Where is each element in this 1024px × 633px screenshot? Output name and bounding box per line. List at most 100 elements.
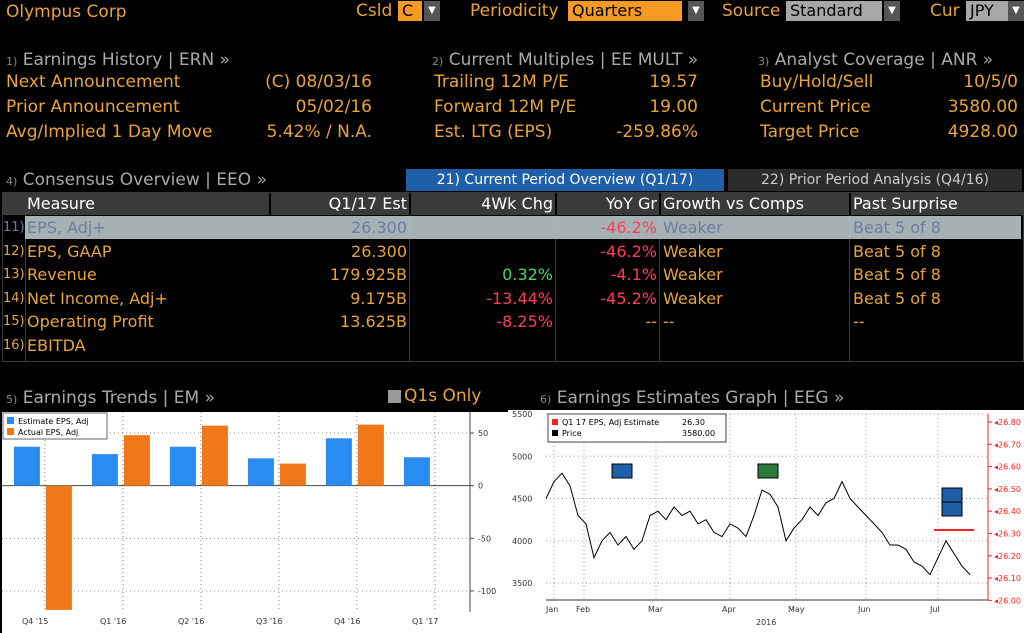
legend-label: Q1 17 EPS, Adj Estimate [562, 418, 659, 427]
left-tick-label: 4000 [512, 537, 532, 546]
x-tick-label: Feb [576, 605, 590, 614]
past-surprise-cell: Beat 5 of 8 [853, 288, 941, 308]
plot-background [508, 410, 1024, 633]
company-name: Olympus Corp [6, 2, 127, 22]
currency-select[interactable]: JPY [966, 1, 1008, 21]
measure-cell: Operating Profit [27, 312, 154, 331]
currency-dropdown-arrow-icon[interactable]: ▼ [1008, 1, 1024, 21]
bar [325, 438, 352, 486]
bar [45, 485, 72, 610]
4wk-chg-cell [411, 240, 553, 263]
yoy-gr-cell: -45.2% [600, 288, 657, 308]
row-number: 16) [3, 337, 25, 353]
x-axis-area [2, 612, 520, 633]
measure-cell: EPS, GAAP [27, 241, 112, 261]
y-tick-label: -50 [478, 534, 491, 543]
bar [403, 457, 430, 486]
legend-swatch [7, 428, 14, 435]
legend-swatch [552, 419, 558, 425]
tab-current-period[interactable]: 21) Current Period Overview (Q1/17) [406, 169, 724, 191]
growth-vs-comps-cell: Weaker [663, 288, 723, 308]
periodicity-select[interactable]: Quarters [568, 1, 682, 21]
right-tick-label: ◂26.10 [994, 574, 1021, 583]
yoy-gr-cell: -4.1% [610, 265, 657, 284]
analyst-coverage-title[interactable]: 3) Analyst Coverage | ANR » [758, 50, 994, 70]
x-tick-label: Q4 '15 [22, 617, 48, 626]
past-surprise-cell: Beat 5 of 8 [853, 241, 941, 261]
source-dropdown-arrow-icon[interactable]: ▼ [884, 1, 900, 21]
current-price-label: Current Price [760, 97, 871, 117]
4wk-chg-cell [411, 216, 553, 239]
periodicity-dropdown-arrow-icon[interactable]: ▼ [688, 1, 704, 21]
earnings-event-marker-icon[interactable] [611, 463, 633, 479]
legend-label: Estimate EPS, Adj [18, 417, 89, 426]
column-header-4wk-chg[interactable]: 4Wk Chg [411, 193, 555, 215]
ltg-eps-label: Est. LTG (EPS) [434, 122, 553, 142]
column-header-yoy-gr[interactable]: YoY Gr [557, 193, 659, 215]
right-tick-label: ◂26.50 [994, 485, 1021, 494]
est-cell: 13.625B [340, 312, 407, 331]
4wk-chg-cell: -13.44% [486, 288, 553, 308]
column-header-est[interactable]: Q1/17 Est [271, 193, 409, 215]
past-surprise-cell: -- [853, 312, 865, 331]
earnings-event-marker-icon[interactable] [941, 501, 963, 517]
right-tick-label: ◂26.00 [994, 596, 1021, 605]
growth-vs-comps-cell [663, 334, 847, 357]
price-line [545, 472, 971, 576]
consensus-overview-title[interactable]: 4) Consensus Overview | EEO » [6, 170, 267, 190]
current-multiples-title[interactable]: 2) Current Multiples | EE MULT » [432, 50, 699, 70]
legend-box [547, 413, 727, 443]
earnings-event-marker-icon[interactable] [941, 487, 963, 503]
target-price-label: Target Price [760, 122, 860, 142]
legend-value: 26.30 [682, 418, 705, 427]
yoy-gr-cell [557, 334, 657, 357]
left-tick-label: 4500 [512, 495, 532, 504]
measure-cell: Revenue [27, 265, 97, 284]
bar [91, 454, 118, 486]
periodicity-label: Periodicity [470, 1, 559, 21]
source-select[interactable]: Standard [786, 1, 882, 21]
x-tick-label: May [788, 605, 805, 614]
right-tick-label: ◂26.40 [994, 507, 1021, 516]
right-tick-label: ◂26.20 [994, 552, 1021, 561]
forward-pe-label: Forward 12M P/E [434, 97, 577, 117]
y-tick-label: 0 [478, 482, 483, 491]
x-tick-label: Jul [929, 605, 940, 614]
row-number: 15) [3, 314, 25, 329]
tab-prior-period[interactable]: 22) Prior Period Analysis (Q4/16) [728, 169, 1022, 191]
column-header-growth-vs-comps[interactable]: Growth vs Comps [661, 193, 849, 215]
earnings-history-rows: Next Announcement (C) 08/03/16 Prior Anno… [6, 72, 372, 147]
earnings-event-marker-icon[interactable] [757, 463, 779, 479]
currency-label: Cur [930, 1, 960, 21]
earnings-trends-title[interactable]: 5) Earnings Trends | EM » [6, 388, 216, 408]
y-tick-label: -100 [478, 587, 496, 596]
csld-select[interactable]: C [398, 1, 422, 21]
bar [123, 435, 150, 486]
column-header-measure[interactable]: Measure [3, 193, 269, 215]
column-header-past-surprise[interactable]: Past Surprise [851, 193, 1023, 215]
4wk-chg-cell [411, 334, 553, 357]
earnings-history-title[interactable]: 1) Earnings History | ERN » [6, 50, 230, 70]
prior-announcement-label: Prior Announcement [6, 97, 180, 117]
year-label: 2016 [756, 618, 776, 627]
source-label: Source [722, 1, 781, 21]
earnings-estimates-graph-title[interactable]: 6) Earnings Estimates Graph | EEG » [540, 388, 845, 408]
right-tick-label: ◂26.60 [994, 463, 1021, 472]
buy-hold-sell-value: 10/5/0 [963, 72, 1018, 92]
4wk-chg-cell: -8.25% [496, 312, 553, 331]
q1s-only-label[interactable]: Q1s Only [404, 386, 482, 406]
csld-dropdown-arrow-icon[interactable]: ▼ [424, 1, 440, 21]
current-price-value: 3580.00 [947, 97, 1018, 117]
growth-vs-comps-cell: Weaker [663, 241, 723, 261]
growth-vs-comps-cell: -- [663, 312, 675, 331]
buy-hold-sell-label: Buy/Hold/Sell [760, 72, 874, 92]
legend-swatch [7, 417, 14, 424]
plot-background [2, 412, 470, 612]
growth-vs-comps-cell: Weaker [663, 265, 723, 284]
est-cell: 179.925B [329, 265, 407, 284]
selected-row-highlight [25, 216, 1021, 239]
q1s-only-checkbox-icon[interactable] [388, 390, 401, 403]
avg-move-label: Avg/Implied 1 Day Move [6, 122, 213, 142]
4wk-chg-cell: 0.32% [502, 265, 553, 284]
next-announcement-label: Next Announcement [6, 72, 181, 92]
